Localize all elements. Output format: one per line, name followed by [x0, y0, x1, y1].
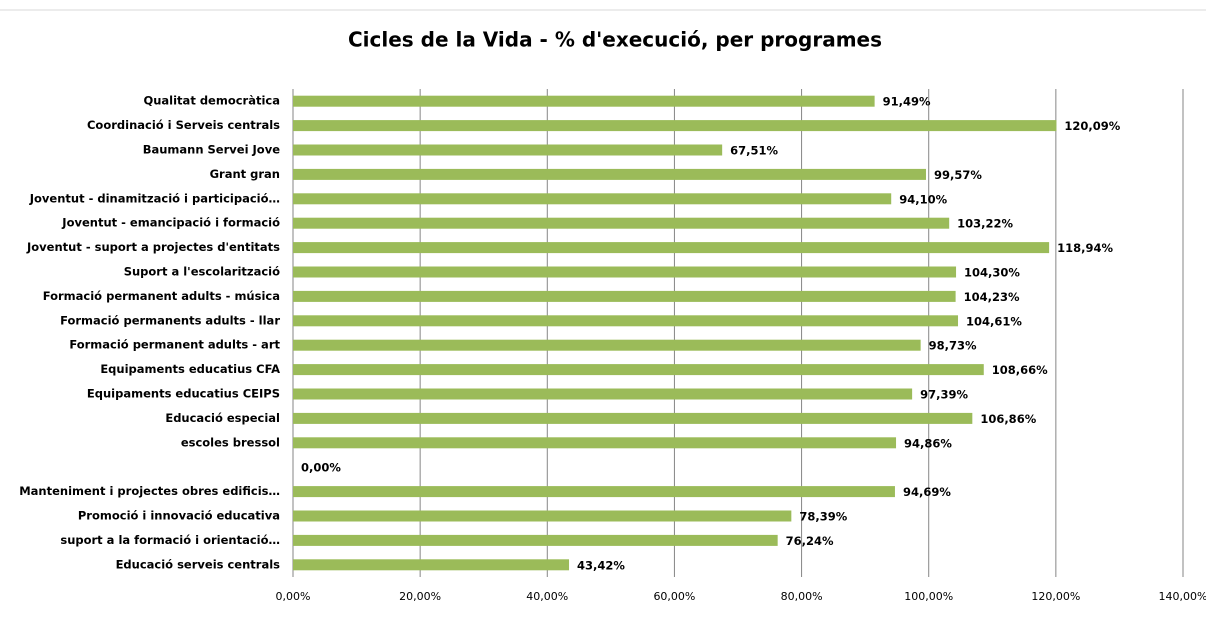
data-label: 99,57% [934, 168, 982, 182]
y-tick-label: Equipaments educatius CEIPS [87, 387, 280, 401]
data-label: 94,86% [904, 436, 952, 450]
y-tick-label: Educació serveis centrals [116, 557, 281, 571]
data-label: 94,10% [899, 192, 947, 206]
bar [293, 510, 792, 522]
x-tick-label: 0,00% [276, 590, 311, 603]
bar [293, 290, 956, 302]
x-tick-label: 140,00% [1159, 590, 1206, 603]
y-tick-label: Joventut - suport a projectes d'entitats [26, 240, 280, 254]
bar [293, 364, 984, 376]
data-label: 76,24% [786, 534, 834, 548]
bar [293, 339, 921, 351]
y-tick-label: Suport a l'escolarització [124, 265, 280, 279]
bar [293, 266, 957, 278]
bar [293, 242, 1050, 254]
y-tick-label: Joventut - emancipació i formació [61, 216, 280, 230]
chart-title: Cicles de la Vida - % d'execució, per pr… [348, 28, 882, 52]
data-label: 91,49% [883, 95, 931, 109]
y-tick-label: Educació especial [165, 411, 280, 425]
x-tick-label: 120,00% [1031, 590, 1080, 603]
y-tick-label: Formació permanent adults - música [43, 289, 280, 303]
bar [293, 95, 875, 107]
data-label: 0,00% [301, 461, 341, 475]
bar [293, 388, 913, 400]
y-tick-label: escoles bressol [181, 435, 280, 449]
bar [293, 193, 892, 205]
data-label: 104,30% [964, 266, 1020, 280]
data-label: 104,23% [964, 290, 1020, 304]
y-tick-label: Formació permanent adults - art [69, 338, 280, 352]
y-tick-label: suport a la formació i orientació… [60, 533, 280, 547]
y-tick-label: Grant gran [210, 167, 280, 181]
bar [293, 412, 973, 424]
bar [293, 315, 959, 327]
bar [293, 534, 778, 546]
bar [293, 120, 1057, 132]
x-tick-label: 80,00% [781, 590, 823, 603]
data-label: 104,61% [966, 314, 1022, 328]
y-tick-label: Equipaments educatius CFA [100, 362, 280, 376]
x-tick-label: 60,00% [653, 590, 695, 603]
bar [293, 217, 950, 229]
y-tick-label: Baumann Servei Jove [143, 143, 281, 157]
x-tick-label: 40,00% [526, 590, 568, 603]
y-tick-label: Coordinació i Serveis centrals [87, 118, 280, 132]
bar [293, 486, 895, 498]
data-label: 120,09% [1064, 119, 1120, 133]
y-tick-label: Promoció i innovació educativa [78, 509, 280, 523]
bar [293, 168, 926, 180]
data-label: 43,42% [577, 558, 625, 572]
y-tick-label: Qualitat democràtica [143, 94, 280, 108]
data-label: 98,73% [929, 339, 977, 353]
bar [293, 437, 897, 449]
bar [293, 144, 723, 156]
data-label: 118,94% [1057, 241, 1113, 255]
bar [293, 559, 570, 571]
y-tick-label: Joventut - dinamització i participació… [29, 191, 280, 205]
data-label: 103,22% [957, 217, 1013, 231]
y-tick-label: Manteniment i projectes obres edificis… [19, 484, 280, 498]
data-label: 97,39% [920, 388, 968, 402]
data-label: 106,86% [980, 412, 1036, 426]
data-label: 67,51% [730, 144, 778, 158]
y-tick-label: Formació permanents adults - llar [60, 313, 280, 327]
data-label: 78,39% [799, 510, 847, 524]
x-tick-label: 20,00% [399, 590, 441, 603]
data-label: 108,66% [992, 363, 1048, 377]
data-label: 94,69% [903, 485, 951, 499]
x-tick-label: 100,00% [904, 590, 953, 603]
